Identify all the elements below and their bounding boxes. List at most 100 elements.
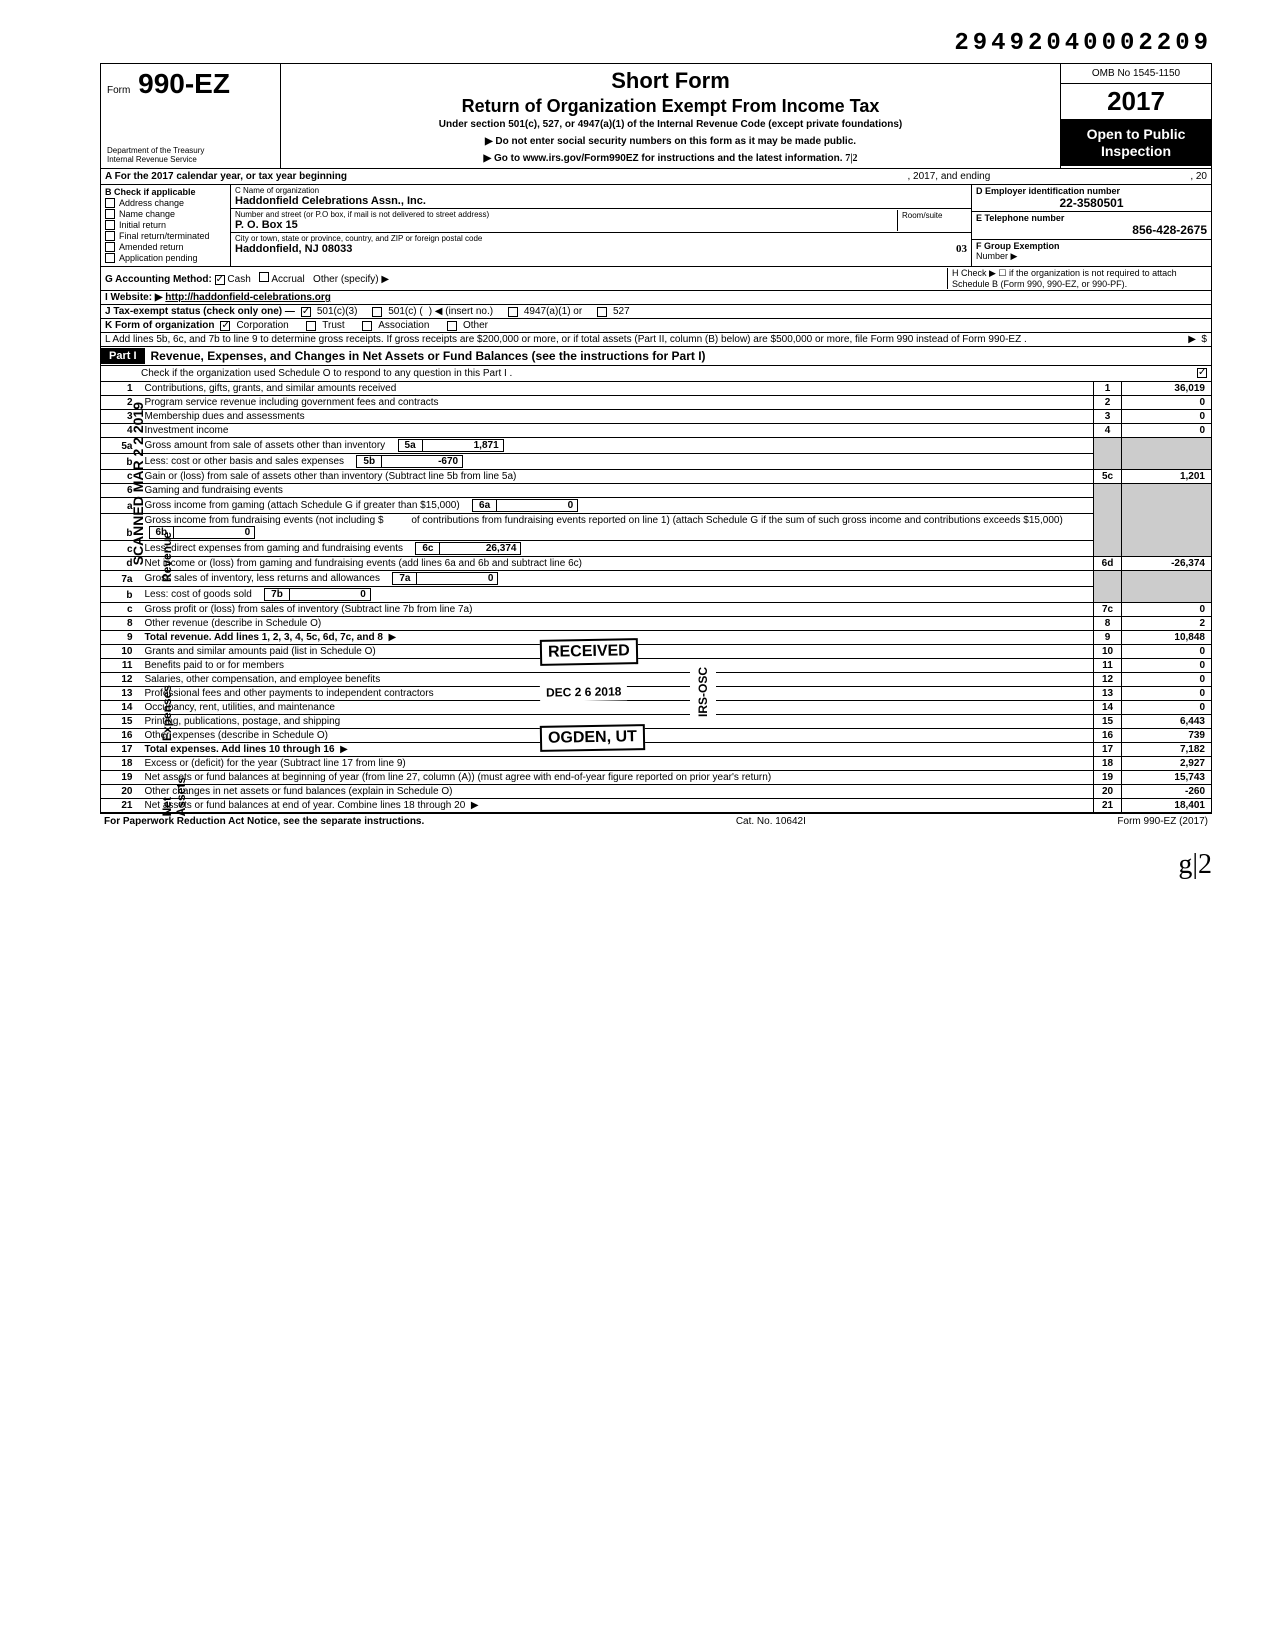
revenue-table: 1Contributions, gifts, grants, and simil…	[100, 382, 1212, 645]
l17-desc: Total expenses. Add lines 10 through 16	[145, 744, 335, 755]
dept2: Internal Revenue Service	[107, 155, 274, 164]
f-row: F Group Exemption Number ▶	[972, 240, 1211, 266]
warn-goto: ▶ Go to www.irs.gov/Form990EZ for instru…	[291, 153, 1050, 164]
cb-amend[interactable]	[105, 242, 115, 252]
v6c: 26,374	[440, 543, 520, 554]
cb-name[interactable]	[105, 209, 115, 219]
lbl-app: Application pending	[119, 253, 198, 263]
under-section: Under section 501(c), 527, or 4947(a)(1)…	[291, 119, 1050, 130]
cb-trust[interactable]	[306, 321, 316, 331]
cb-accrual[interactable]	[259, 272, 269, 282]
cb-init[interactable]	[105, 220, 115, 230]
footer-left: For Paperwork Reduction Act Notice, see …	[104, 816, 424, 827]
v6b: 0	[174, 527, 254, 538]
j-501c3: 501(c)(3)	[317, 306, 358, 317]
v16: 739	[1122, 729, 1212, 743]
cb-cash[interactable]	[215, 275, 225, 285]
l21-desc: Net assets or fund balances at end of ye…	[145, 800, 466, 811]
c-lbl: C Name of organization	[235, 186, 967, 195]
side-expenses: Expenses	[160, 685, 174, 741]
stamp-ogden: OGDEN, UT	[540, 724, 645, 752]
v12: 0	[1122, 673, 1212, 687]
row-a-lbl: A For the 2017 calendar year, or tax yea…	[105, 171, 347, 182]
cb-501c3[interactable]	[301, 307, 311, 317]
v9: 10,848	[1122, 631, 1212, 645]
v14: 0	[1122, 701, 1212, 715]
cb-other[interactable]	[447, 321, 457, 331]
warn-ssn: ▶ Do not enter social security numbers o…	[291, 136, 1050, 147]
l9-desc: Total revenue. Add lines 1, 2, 3, 4, 5c,…	[145, 632, 383, 643]
v1: 36,019	[1122, 382, 1212, 396]
v2: 0	[1122, 396, 1212, 410]
row-i: I Website: ▶ http://haddonfield-celebrat…	[100, 291, 1212, 305]
row-k: K Form of organization Corporation Trust…	[100, 319, 1212, 333]
d-row: D Employer identification number 22-3580…	[972, 185, 1211, 212]
cb-assoc[interactable]	[362, 321, 372, 331]
v6a: 0	[497, 500, 577, 511]
omb-no: OMB No 1545-1150	[1061, 64, 1211, 84]
k-assoc: Association	[378, 320, 429, 331]
dept-block: Department of the Treasury Internal Reve…	[107, 146, 274, 164]
l10-desc: Grants and similar amounts paid (list in…	[145, 646, 376, 657]
v5c: 1,201	[1122, 470, 1212, 484]
l7a-desc: Gross sales of inventory, less returns a…	[145, 573, 380, 584]
cb-app[interactable]	[105, 253, 115, 263]
footer-mid: Cat. No. 10642I	[736, 816, 806, 827]
h-text: H Check ▶ ☐ if the organization is not r…	[947, 268, 1207, 289]
l11-desc: Benefits paid to or for members	[145, 660, 285, 671]
j-4947: 4947(a)(1) or	[524, 306, 582, 317]
lbl-final: Final return/terminated	[119, 231, 210, 241]
dept1: Department of the Treasury	[107, 146, 274, 155]
g-lbl: G Accounting Method:	[105, 274, 212, 285]
g-cash: Cash	[227, 274, 250, 285]
stamp-date: DEC 2 6 2018	[540, 682, 628, 702]
part1-tag: Part I	[101, 348, 145, 364]
cb-527[interactable]	[597, 307, 607, 317]
handwrite-712: 7|2	[845, 153, 857, 164]
k-other: Other	[463, 320, 488, 331]
cb-corp[interactable]	[220, 321, 230, 331]
row-g-h: G Accounting Method: Cash Accrual Other …	[100, 267, 1212, 291]
handwrite-03: 03	[956, 243, 967, 255]
l19-desc: Net assets or fund balances at beginning…	[145, 772, 772, 783]
l6a-desc: Gross income from gaming (attach Schedul…	[145, 500, 460, 511]
form-no-val: 990-EZ	[138, 68, 230, 99]
subtitle: Return of Organization Exempt From Incom…	[291, 96, 1050, 117]
l20-desc: Other changes in net assets or fund bala…	[145, 786, 453, 797]
l5b-desc: Less: cost or other basis and sales expe…	[145, 456, 345, 467]
l2-desc: Program service revenue including govern…	[145, 397, 439, 408]
f-lbl2: Number ▶	[976, 251, 1017, 261]
street-lbl: Number and street (or P.O box, if mail i…	[235, 210, 897, 219]
stamp-irs: IRS-OSC	[690, 665, 716, 719]
org-name: Haddonfield Celebrations Assn., Inc.	[235, 195, 967, 207]
v6d: -26,374	[1122, 557, 1212, 571]
v18: 2,927	[1122, 757, 1212, 771]
cb-addr[interactable]	[105, 198, 115, 208]
cb-final[interactable]	[105, 231, 115, 241]
top-dln: 29492040002209	[100, 30, 1212, 57]
side-scanned: SCANNED MAR 2 2 2019	[130, 402, 146, 565]
v7c: 0	[1122, 603, 1212, 617]
row-a-mid: , 2017, and ending	[907, 171, 990, 182]
section-b-to-f: B Check if applicable Address change Nam…	[100, 185, 1212, 267]
header-center: Short Form Return of Organization Exempt…	[281, 64, 1061, 168]
d-lbl: D Employer identification number	[976, 186, 1207, 196]
warn-goto-text: ▶ Go to www.irs.gov/Form990EZ for instru…	[483, 153, 842, 164]
v3: 0	[1122, 410, 1212, 424]
v21: 18,401	[1122, 799, 1212, 813]
expenses-table: 10Grants and similar amounts paid (list …	[100, 645, 1212, 757]
j-insert: ) ◀ (insert no.)	[429, 306, 493, 317]
cb-4947[interactable]	[508, 307, 518, 317]
v17: 7,182	[1122, 743, 1212, 757]
k-lbl: K Form of organization	[105, 320, 214, 331]
k-trust: Trust	[322, 320, 344, 331]
row-j: J Tax-exempt status (check only one) — 5…	[100, 305, 1212, 319]
v20: -260	[1122, 785, 1212, 799]
l7c-desc: Gross profit or (loss) from sales of inv…	[145, 604, 473, 615]
room-lbl: Room/suite	[902, 211, 942, 220]
v7a: 0	[417, 573, 497, 584]
b-hdr: B Check if applicable	[105, 187, 226, 197]
cb-501c[interactable]	[372, 307, 382, 317]
cb-sched-o[interactable]	[1197, 368, 1207, 378]
g-other: Other (specify) ▶	[313, 274, 389, 285]
